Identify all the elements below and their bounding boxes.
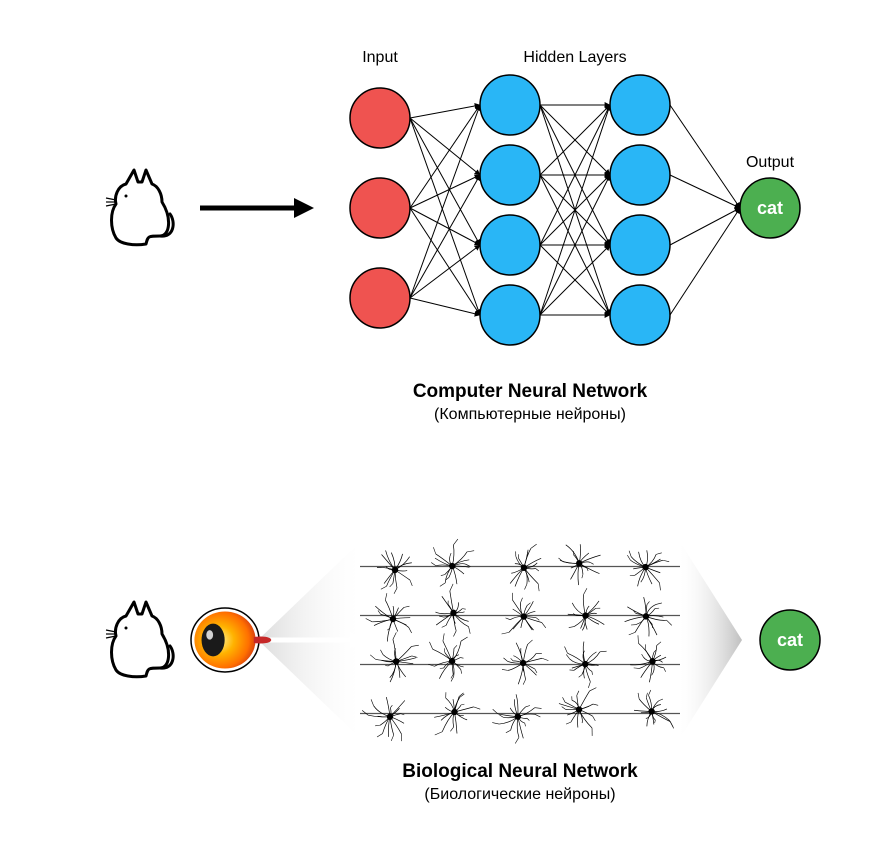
cat-icon: [106, 602, 173, 677]
node-hidden1: [480, 145, 540, 205]
node-hidden1: [480, 75, 540, 135]
node-input: [350, 88, 410, 148]
node-hidden1: [480, 215, 540, 275]
page: catcat Input Hidden Layers Output Comput…: [0, 0, 888, 859]
title-bot-ru: (Биологические нейроны): [370, 786, 670, 804]
label-hidden: Hidden Layers: [425, 49, 725, 67]
edges: [410, 105, 740, 315]
diagram-canvas: cat cat: [0, 0, 888, 859]
title-top-en: Computer Neural Network: [380, 381, 680, 403]
eye-icon: [191, 608, 271, 672]
node-hidden2: [610, 215, 670, 275]
node-input: [350, 268, 410, 328]
title-bot-en: Biological Neural Network: [370, 761, 670, 783]
cat-icon: [106, 170, 173, 245]
node-hidden1: [480, 285, 540, 345]
node-input: [350, 178, 410, 238]
biological-neurons: [360, 539, 680, 743]
output-node-label: cat: [757, 198, 783, 218]
title-top-ru: (Компьютерные нейроны): [380, 406, 680, 424]
output-node-label: cat: [777, 630, 803, 650]
node-hidden2: [610, 285, 670, 345]
node-hidden2: [610, 75, 670, 135]
vision-cone-right: [680, 542, 742, 738]
label-output: Output: [620, 154, 888, 172]
